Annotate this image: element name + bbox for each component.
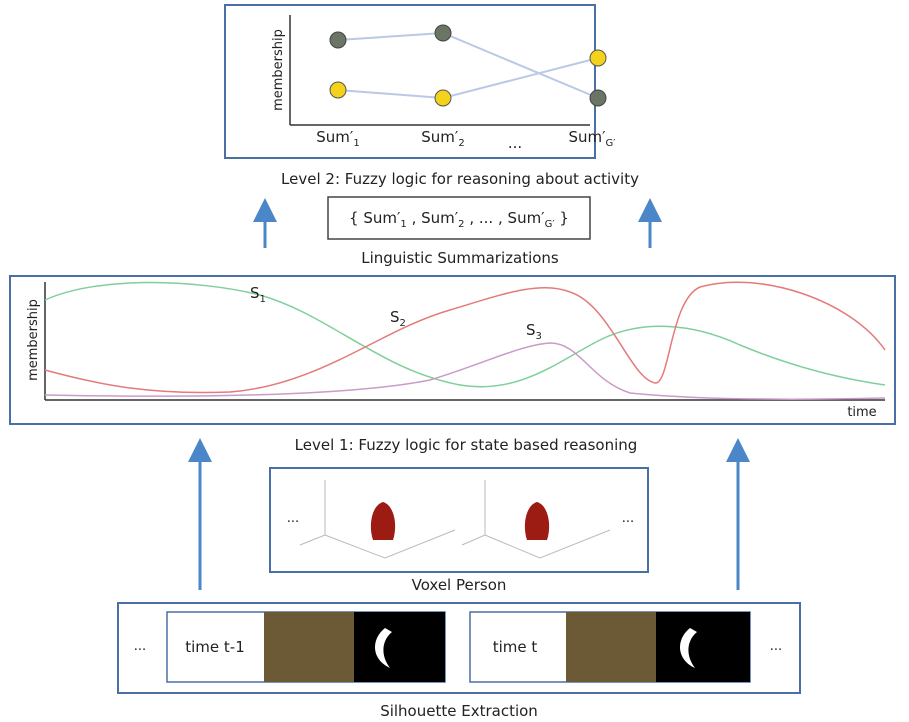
video-frame	[264, 612, 354, 682]
level1-panel	[10, 276, 895, 424]
ellipsis: ...	[479, 209, 493, 227]
x-label-base: ...	[508, 134, 522, 152]
x-label: Sum′2	[421, 128, 464, 149]
state-base: S	[526, 321, 536, 339]
x-label-sub: G′	[606, 138, 617, 149]
ellipsis: ...	[287, 511, 299, 526]
caption: Level 1: Fuzzy logic for state based rea…	[295, 436, 638, 454]
silhouette-frame	[354, 612, 445, 682]
x-label-sub: 2	[458, 138, 464, 149]
x-label-base: Sum′	[421, 128, 459, 146]
diagram: membership Sum′1 Sum′2 ... Sum′G′ Level …	[0, 0, 909, 722]
caption: Voxel Person	[412, 576, 507, 594]
brace: }	[559, 209, 569, 227]
item: Sum′	[508, 209, 546, 227]
x-label: ...	[508, 134, 522, 152]
dot	[435, 25, 451, 41]
x-label: Sum′G′	[568, 128, 616, 149]
x-label: Sum′1	[316, 128, 359, 149]
caption: Silhouette Extraction	[380, 702, 538, 720]
page: {"level2": {"y_label": "membership", "x_…	[0, 0, 909, 722]
y-label: membership	[271, 29, 286, 111]
y-label: membership	[26, 299, 41, 381]
ellipsis: ...	[770, 639, 782, 654]
state-base: S	[250, 284, 260, 302]
x-label: time	[847, 405, 876, 420]
frame-label: time t-1	[185, 638, 245, 656]
x-label-sub: 1	[353, 138, 359, 149]
dot	[590, 90, 606, 106]
voxel-panel	[270, 468, 648, 572]
frame-label: time t	[493, 638, 538, 656]
state-base: S	[390, 308, 400, 326]
caption: Linguistic Summarizations	[361, 249, 559, 267]
x-label-base: Sum′	[316, 128, 354, 146]
brace: {	[349, 209, 359, 227]
ellipsis: ...	[622, 511, 634, 526]
dot	[590, 50, 606, 66]
silhouette-frame	[656, 612, 750, 682]
item: Sum′	[421, 209, 459, 227]
video-frame	[566, 612, 656, 682]
x-label-base: Sum′	[568, 128, 606, 146]
state-sub: 2	[400, 318, 406, 329]
state-sub: 3	[536, 331, 542, 342]
dot	[435, 90, 451, 106]
item: Sum′	[363, 209, 401, 227]
state-sub: 1	[260, 294, 266, 305]
dot	[330, 32, 346, 48]
caption: Level 2: Fuzzy logic for reasoning about…	[281, 170, 639, 188]
ellipsis: ...	[134, 639, 146, 654]
dot	[330, 82, 346, 98]
